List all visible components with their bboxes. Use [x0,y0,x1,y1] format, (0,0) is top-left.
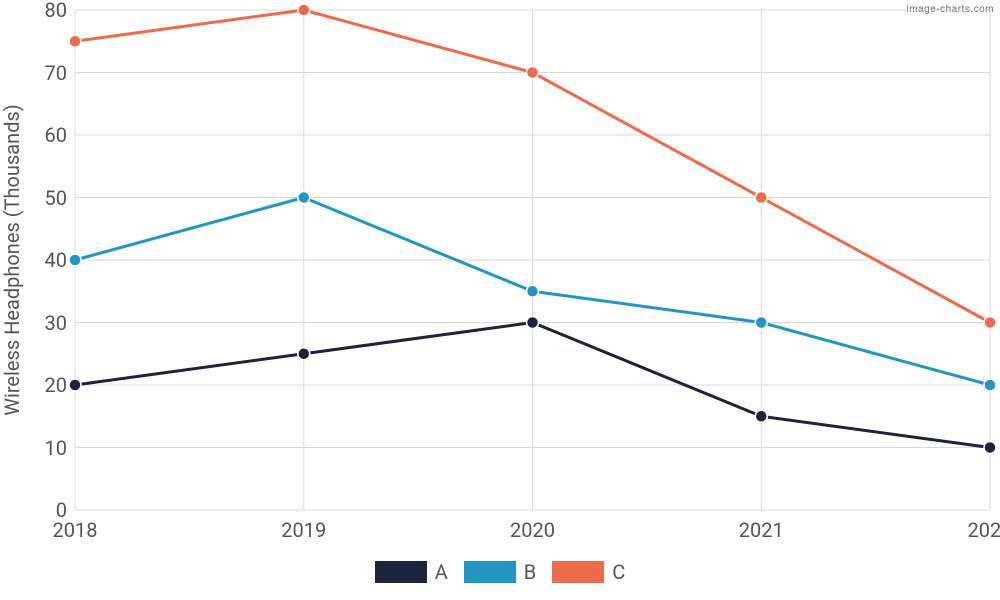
y-tick: 30 [27,311,67,335]
y-tick: 60 [27,123,67,147]
legend-label: C [612,560,625,584]
legend-item: A [375,560,448,584]
x-tick: 2021 [739,518,784,542]
x-tick: 2019 [281,518,326,542]
legend: A B C [0,560,1000,587]
legend-label: B [524,560,536,584]
x-tick: 2020 [510,518,555,542]
x-tick: 2018 [53,518,98,542]
legend-label: A [435,560,448,584]
y-tick: 40 [27,248,67,272]
y-tick: 50 [27,186,67,210]
y-tick: 80 [27,0,67,22]
legend-swatch [464,561,516,583]
chart-root: { "chart": { "type": "line", "width": 10… [0,0,1000,600]
y-tick: 20 [27,373,67,397]
legend-swatch [375,561,427,583]
legend-swatch [552,561,604,583]
y-tick: 10 [27,436,67,460]
y-tick: 70 [27,61,67,85]
chart-svg [0,0,1000,600]
legend-item: C [552,560,625,584]
x-tick: 2022 [968,518,1000,542]
legend-item: B [464,560,536,584]
